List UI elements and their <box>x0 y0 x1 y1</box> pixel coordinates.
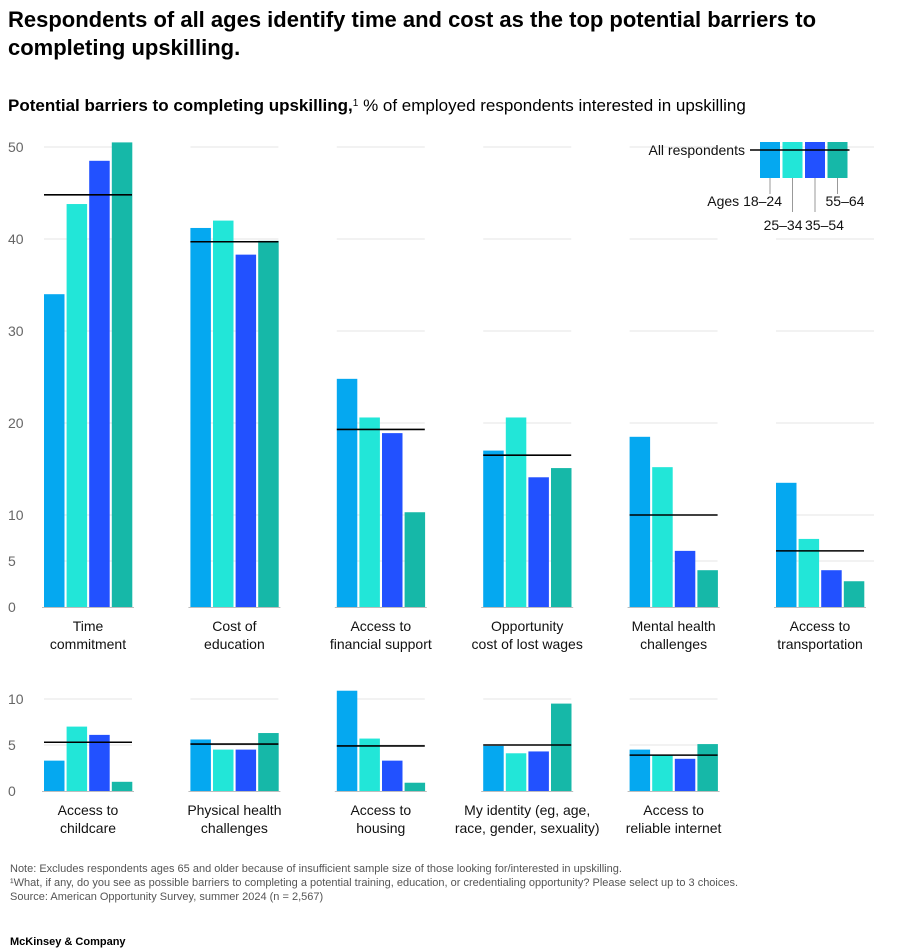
bar <box>44 760 65 791</box>
bar <box>483 450 504 607</box>
y-tick-label: 5 <box>8 553 16 569</box>
x-tick-label: Mental health challenges <box>632 618 716 652</box>
bar <box>190 227 211 607</box>
brand-logo: McKinsey & Company <box>10 936 126 948</box>
x-tick-label: Opportunity cost of lost wages <box>472 618 583 652</box>
y-tick-label: 0 <box>8 783 16 799</box>
bar <box>652 755 673 791</box>
x-tick-label: Cost of education <box>204 618 265 652</box>
legend-swatch <box>805 142 825 178</box>
bar <box>528 751 549 791</box>
y-tick-label: 10 <box>8 691 24 707</box>
legend-label-55-64: 55–64 <box>826 193 865 209</box>
bar <box>336 378 358 607</box>
x-tick-label: Access to transportation <box>777 618 863 652</box>
bar <box>382 433 403 607</box>
bar <box>66 204 88 608</box>
bar <box>111 142 133 607</box>
subtitle-rest: % of employed respondents interested in … <box>358 96 746 115</box>
bar <box>776 482 797 607</box>
x-tick-label: Access to financial support <box>330 618 432 652</box>
x-tick-label: My identity (eg, age, race, gender, sexua… <box>455 802 600 836</box>
bar <box>66 726 88 791</box>
bar <box>505 753 527 791</box>
bar <box>528 477 549 607</box>
bar <box>652 467 673 607</box>
bar <box>111 781 133 791</box>
bar <box>551 468 572 607</box>
footnotes: Note: Excludes respondents ages 65 and o… <box>10 862 738 904</box>
bar <box>336 690 358 791</box>
y-tick-label: 10 <box>8 507 24 523</box>
bar <box>235 254 257 607</box>
y-tick-label: 5 <box>8 737 16 753</box>
bar <box>258 733 279 791</box>
footnote-line: ¹What, if any, do you see as possible ba… <box>10 877 739 889</box>
legend-swatch <box>827 142 848 178</box>
note-line: Note: Excludes respondents ages 65 and o… <box>10 863 622 875</box>
y-tick-label: 20 <box>8 415 24 431</box>
y-tick-label: 0 <box>8 599 16 615</box>
x-tick-label: Access to reliable internet <box>626 802 722 836</box>
subtitle-bold: Potential barriers to completing upskill… <box>8 96 353 115</box>
legend-swatch <box>782 142 803 178</box>
bar <box>382 760 403 791</box>
bar <box>44 294 65 607</box>
bar <box>505 417 527 607</box>
x-tick-label: Access to housing <box>350 802 411 836</box>
chart-subtitle: Potential barriers to completing upskill… <box>8 94 746 118</box>
legend-label-35-54: 35–54 <box>805 217 844 233</box>
y-tick-label: 30 <box>8 323 24 339</box>
bar <box>359 738 380 791</box>
bar <box>821 570 842 607</box>
bar <box>843 581 865 607</box>
y-tick-label: 40 <box>8 231 24 247</box>
bar <box>483 745 504 791</box>
bar <box>258 240 279 607</box>
source-line: Source: American Opportunity Survey, sum… <box>10 891 324 903</box>
chart-title: Respondents of all ages identify time an… <box>8 7 817 60</box>
bar <box>359 417 380 607</box>
bar <box>697 744 718 791</box>
bar <box>674 758 696 791</box>
x-tick-label: Time commitment <box>50 618 126 652</box>
legend-swatch <box>760 142 780 178</box>
bar <box>404 782 426 791</box>
bar <box>629 749 651 791</box>
legend-label-25-34: 25–34 <box>764 217 803 233</box>
bar <box>629 436 651 607</box>
bar <box>235 749 257 791</box>
legend-all-label: All respondents <box>648 142 745 158</box>
bar <box>213 220 234 607</box>
bar <box>798 538 820 607</box>
footnote-marker: 1 <box>352 98 359 109</box>
bar <box>89 160 110 608</box>
x-tick-label: Access to childcare <box>58 802 119 836</box>
bar <box>551 703 572 791</box>
x-tick-label: Physical health challenges <box>187 802 281 836</box>
y-tick-label: 50 <box>8 139 24 155</box>
bar <box>404 512 426 607</box>
bar <box>190 739 211 791</box>
bar <box>697 570 718 607</box>
legend-label-18-24: Ages 18–24 <box>707 193 782 209</box>
bar <box>213 749 234 791</box>
bar <box>674 550 696 607</box>
bar <box>89 734 110 791</box>
